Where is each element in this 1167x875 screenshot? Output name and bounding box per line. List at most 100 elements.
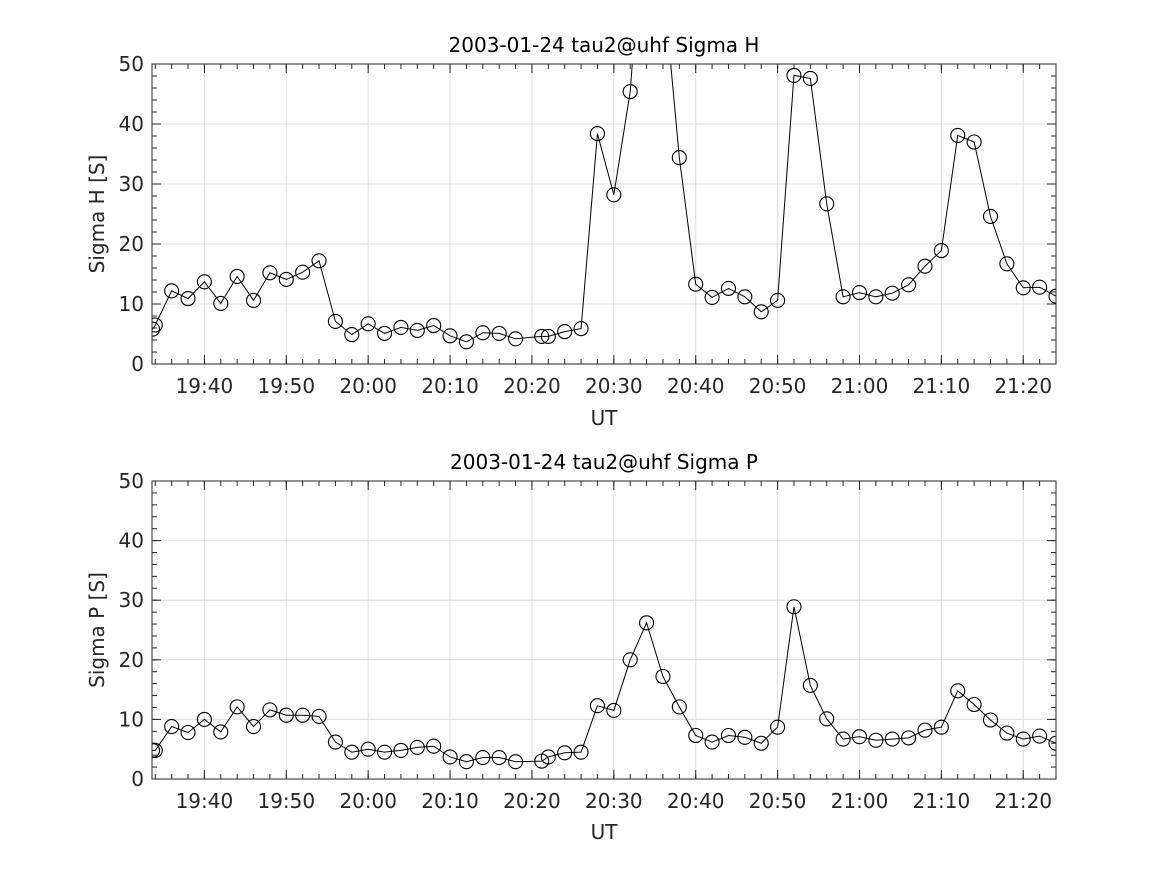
sigma-h-x-tick-label: 20:20 bbox=[503, 374, 561, 398]
sigma-p-data-point bbox=[442, 749, 458, 765]
sigma-h-data-point bbox=[393, 319, 409, 335]
sigma-h-y-tick-label: 20 bbox=[119, 232, 144, 256]
sigma-p-data-point bbox=[278, 707, 294, 723]
sigma-p-data-point bbox=[884, 731, 900, 747]
sigma-h-data-point bbox=[917, 258, 933, 274]
sigma-h-data-point bbox=[213, 295, 229, 311]
sigma-p-data-point bbox=[475, 749, 491, 766]
sigma-p-ylabel: Sigma P [S] bbox=[85, 572, 109, 688]
sigma-h-axes: 2003-01-24 tau2@uhf Sigma H Sigma H [S] … bbox=[85, 33, 1057, 430]
sigma-h-data-point bbox=[164, 283, 180, 299]
sigma-p-y-tick-label: 20 bbox=[119, 648, 144, 672]
sigma-p-data-point bbox=[573, 744, 589, 760]
sigma-h-data-point bbox=[534, 328, 550, 344]
sigma-p-data-point bbox=[933, 719, 949, 735]
sigma-h-data-point bbox=[152, 317, 163, 333]
sigma-h-data-point bbox=[475, 325, 491, 341]
sigma-p-data-point bbox=[491, 749, 507, 766]
sigma-h-data-point bbox=[311, 253, 327, 269]
sigma-h-data-point bbox=[933, 243, 949, 259]
sigma-p-data-point bbox=[152, 742, 163, 758]
sigma-h-axes-frame bbox=[151, 63, 1057, 365]
sigma-p-x-tick-label: 20:00 bbox=[339, 789, 397, 813]
sigma-h-data-point bbox=[786, 67, 802, 83]
sigma-h-data-point bbox=[868, 289, 884, 305]
sigma-h-data-point bbox=[884, 285, 900, 301]
sigma-h-data-point bbox=[295, 264, 311, 280]
sigma-p-data-point bbox=[917, 722, 933, 738]
sigma-p-data-point bbox=[245, 719, 262, 735]
sigma-h-data-point bbox=[835, 289, 851, 305]
sigma-h-data-point bbox=[245, 292, 262, 308]
sigma-p-data-point bbox=[819, 711, 835, 727]
sigma-h-x-tick-label: 20:40 bbox=[667, 374, 725, 398]
sigma-p-data-point bbox=[557, 745, 573, 761]
sigma-h-x-tick-label: 21:20 bbox=[994, 374, 1052, 398]
sigma-h-data-point bbox=[770, 292, 786, 308]
sigma-p-data-point bbox=[982, 712, 999, 728]
sigma-h-data-point bbox=[409, 322, 425, 338]
sigma-p-data-point bbox=[966, 696, 982, 713]
sigma-p-data-point bbox=[688, 727, 704, 744]
sigma-p-data-point bbox=[999, 725, 1015, 741]
sigma-p-y-tick-label: 30 bbox=[119, 588, 144, 612]
sigma-h-data-point bbox=[557, 324, 573, 340]
sigma-p-x-tick-label: 21:20 bbox=[994, 789, 1052, 813]
sigma-p-data-point bbox=[1015, 731, 1031, 747]
sigma-p-data-point bbox=[671, 699, 687, 715]
sigma-h-x-tick-label: 19:40 bbox=[176, 374, 234, 398]
sigma-h-data-point bbox=[1015, 280, 1031, 296]
sigma-h-data-point bbox=[671, 150, 687, 166]
sigma-p-data-point bbox=[360, 741, 376, 757]
sigma-p-x-tick-label: 20:20 bbox=[503, 789, 561, 813]
sigma-p-data-point bbox=[835, 731, 851, 747]
sigma-p-y-tick-label: 40 bbox=[119, 529, 144, 553]
sigma-h-data-point bbox=[720, 280, 737, 296]
sigma-p-title: 2003-01-24 tau2@uhf Sigma P bbox=[450, 450, 758, 474]
sigma-h-data-point bbox=[278, 271, 294, 287]
sigma-p-data-point bbox=[164, 719, 180, 735]
sigma-p-data-point bbox=[540, 749, 556, 765]
sigma-h-ylabel: Sigma H [S] bbox=[85, 155, 109, 274]
sigma-h-data-point bbox=[851, 285, 868, 301]
sigma-h-y-tick-label: 0 bbox=[131, 352, 144, 376]
sigma-h-y-tick-label: 30 bbox=[119, 172, 144, 196]
sigma-p-data-point bbox=[802, 677, 818, 693]
sigma-p-data-point bbox=[851, 729, 868, 745]
sigma-h-data-point bbox=[901, 277, 917, 293]
sigma-p-data-point bbox=[606, 702, 622, 719]
sigma-p-data-point bbox=[409, 739, 425, 755]
sigma-p-data-point bbox=[770, 719, 786, 735]
sigma-p-data-point bbox=[393, 742, 409, 758]
sigma-h-data-point bbox=[377, 325, 393, 341]
sigma-p-y-tick-label: 0 bbox=[131, 767, 144, 791]
sigma-h-data-point bbox=[753, 304, 769, 320]
sigma-p-data-point bbox=[377, 744, 393, 760]
sigma-p-x-tick-label: 20:10 bbox=[421, 789, 479, 813]
sigma-h-data-point bbox=[327, 313, 343, 329]
sigma-h-data-point bbox=[589, 126, 605, 142]
sigma-h-data-point bbox=[819, 196, 835, 212]
sigma-p-data-point bbox=[327, 734, 343, 750]
sigma-p-data-point bbox=[213, 724, 229, 740]
sigma-h-data-point bbox=[458, 334, 474, 350]
sigma-p-series bbox=[152, 599, 1056, 770]
sigma-p-data-point bbox=[737, 729, 753, 745]
sigma-h-x-tick-label: 20:50 bbox=[749, 374, 807, 398]
sigma-p-data-point bbox=[622, 652, 638, 668]
sigma-h-data-point bbox=[196, 274, 212, 290]
sigma-h-x-tick-label: 19:50 bbox=[257, 374, 315, 398]
sigma-p-x-tick-label: 21:10 bbox=[913, 789, 971, 813]
sigma-h-x-tick-label: 21:10 bbox=[913, 374, 971, 398]
sigma-p-x-tick-label: 19:40 bbox=[176, 789, 234, 813]
sigma-h-data-point bbox=[540, 328, 556, 344]
sigma-p-data-point bbox=[901, 730, 917, 746]
sigma-h-data-point bbox=[229, 268, 245, 284]
sigma-h-series bbox=[152, 64, 1056, 350]
sigma-p-data-point bbox=[180, 724, 196, 741]
sigma-h-data-point bbox=[950, 127, 966, 143]
sigma-p-data-point bbox=[1032, 728, 1048, 744]
sigma-h-data-point bbox=[360, 316, 376, 332]
sigma-h-x-tick-label: 20:00 bbox=[339, 374, 397, 398]
